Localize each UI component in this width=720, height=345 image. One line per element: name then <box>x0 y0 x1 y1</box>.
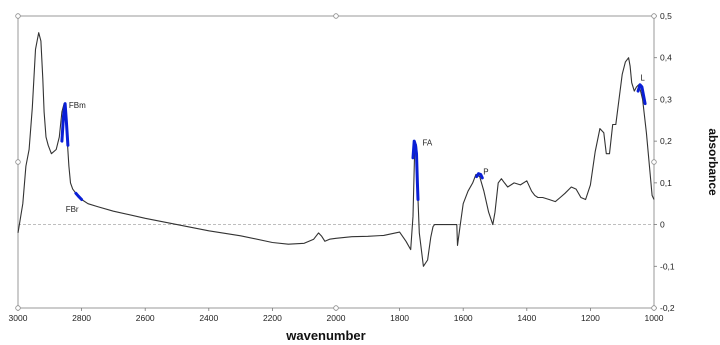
highlight-fbr <box>74 191 84 201</box>
highlight-fa <box>411 139 420 201</box>
x-tick-label: 1800 <box>390 313 409 323</box>
x-tick-label: 3000 <box>9 313 28 323</box>
selection-handle[interactable] <box>333 305 339 311</box>
annotation-p: P <box>483 168 488 177</box>
selection-handle[interactable] <box>15 305 21 311</box>
x-tick-label: 2200 <box>263 313 282 323</box>
selection-handle[interactable] <box>651 13 657 19</box>
y-axis-title: absorbance <box>706 128 720 196</box>
selection-handle[interactable] <box>651 159 657 165</box>
x-tick-label: 2600 <box>136 313 155 323</box>
x-tick-label: 1600 <box>454 313 473 323</box>
y-tick-label: 0,3 <box>660 94 672 104</box>
annotation-l: L <box>640 74 645 83</box>
y-tick-label: 0,1 <box>660 178 672 188</box>
plot-frame <box>17 15 655 309</box>
annotation-fbm: FBm <box>69 101 86 110</box>
y-tick-label: -0,2 <box>660 303 675 313</box>
x-tick-label: 1000 <box>645 313 664 323</box>
selection-handle[interactable] <box>15 13 21 19</box>
x-tick-label: 2800 <box>72 313 91 323</box>
x-tick-label: 2000 <box>327 313 346 323</box>
x-tick-label: 2400 <box>199 313 218 323</box>
x-tick-label: 1400 <box>517 313 536 323</box>
y-tick-label: 0,5 <box>660 11 672 21</box>
y-tick-label: 0 <box>660 220 665 230</box>
selection-handle[interactable] <box>15 159 21 165</box>
y-tick-label: 0,2 <box>660 136 672 146</box>
y-tick-label: 0,4 <box>660 53 672 63</box>
selection-handle[interactable] <box>333 13 339 19</box>
highlight-l <box>636 83 647 106</box>
spectrum-line <box>17 32 655 267</box>
highlight-p <box>475 172 484 180</box>
highlight-fbm <box>60 102 70 147</box>
x-tick-label: 1200 <box>581 313 600 323</box>
annotation-fbr: FBr <box>66 205 79 214</box>
selection-handle[interactable] <box>651 305 657 311</box>
x-axis-title: wavenumber <box>285 328 365 343</box>
annotation-fa: FA <box>422 138 432 147</box>
y-tick-label: -0,1 <box>660 261 675 271</box>
